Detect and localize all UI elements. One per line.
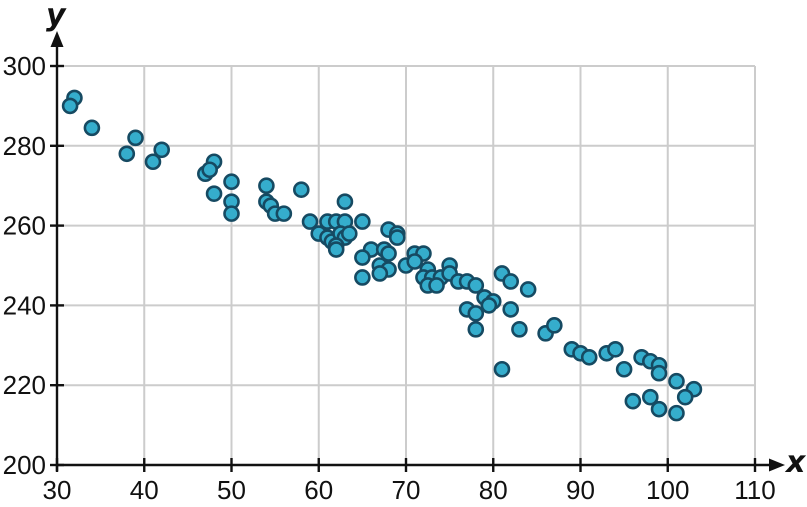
- y-tick-label: 260: [3, 211, 46, 241]
- data-point: [624, 392, 642, 410]
- data-point: [428, 277, 445, 294]
- data-point: [467, 321, 485, 338]
- x-tick-label: 110: [734, 475, 775, 505]
- x-tick-label: 30: [43, 475, 72, 505]
- data-point: [519, 281, 537, 298]
- data-point: [493, 360, 511, 378]
- data-point: [650, 364, 668, 382]
- data-point: [380, 245, 397, 262]
- data-point: [205, 185, 223, 202]
- data-point: [340, 225, 358, 242]
- y-tick-label: 220: [3, 370, 46, 400]
- y-tick-label: 280: [3, 131, 46, 161]
- x-axis-title: x: [786, 445, 806, 480]
- data-point: [127, 129, 144, 147]
- data-point: [301, 213, 319, 230]
- data-point: [144, 153, 162, 171]
- data-point: [502, 273, 520, 290]
- data-point: [118, 145, 136, 163]
- data-point: [502, 301, 520, 318]
- data-point: [641, 388, 659, 406]
- data-point: [580, 348, 598, 366]
- y-tick-label: 240: [3, 290, 46, 320]
- data-point: [467, 305, 485, 322]
- data-point: [607, 340, 624, 358]
- data-point: [354, 269, 371, 286]
- data-point: [292, 181, 310, 198]
- data-point: [327, 241, 345, 258]
- data-point: [354, 213, 371, 230]
- data-point: [201, 161, 218, 179]
- y-tick-label: 300: [3, 51, 46, 81]
- data-point: [336, 193, 354, 210]
- data-point: [406, 253, 424, 270]
- x-tick-label: 70: [392, 475, 421, 505]
- x-tick-label: 40: [130, 475, 159, 505]
- data-point: [511, 321, 528, 338]
- data-point: [354, 249, 371, 266]
- data-point: [275, 205, 293, 222]
- y-axis-arrow-icon: [50, 31, 64, 47]
- data-point: [546, 317, 563, 334]
- x-tick-label: 50: [217, 475, 246, 505]
- x-tick-label: 60: [304, 475, 333, 505]
- data-point: [650, 400, 668, 418]
- x-tick-label: 90: [566, 475, 595, 505]
- y-tick-label: 200: [3, 450, 46, 480]
- data-point: [668, 372, 685, 390]
- data-point: [83, 119, 101, 137]
- data-point: [371, 265, 389, 282]
- data-point: [258, 177, 275, 194]
- x-axis-arrow-icon: [769, 458, 785, 472]
- data-point: [388, 229, 406, 246]
- data-point: [467, 277, 485, 294]
- data-point: [676, 388, 694, 406]
- data-point: [223, 205, 240, 222]
- data-point: [615, 360, 633, 378]
- x-tick-label: 80: [479, 475, 508, 505]
- data-point: [61, 97, 79, 115]
- y-axis-title: y: [46, 0, 66, 33]
- data-point: [668, 404, 685, 422]
- x-tick-label: 100: [646, 475, 689, 505]
- data-point: [480, 297, 498, 314]
- data-point: [153, 141, 170, 159]
- data-point: [223, 173, 240, 191]
